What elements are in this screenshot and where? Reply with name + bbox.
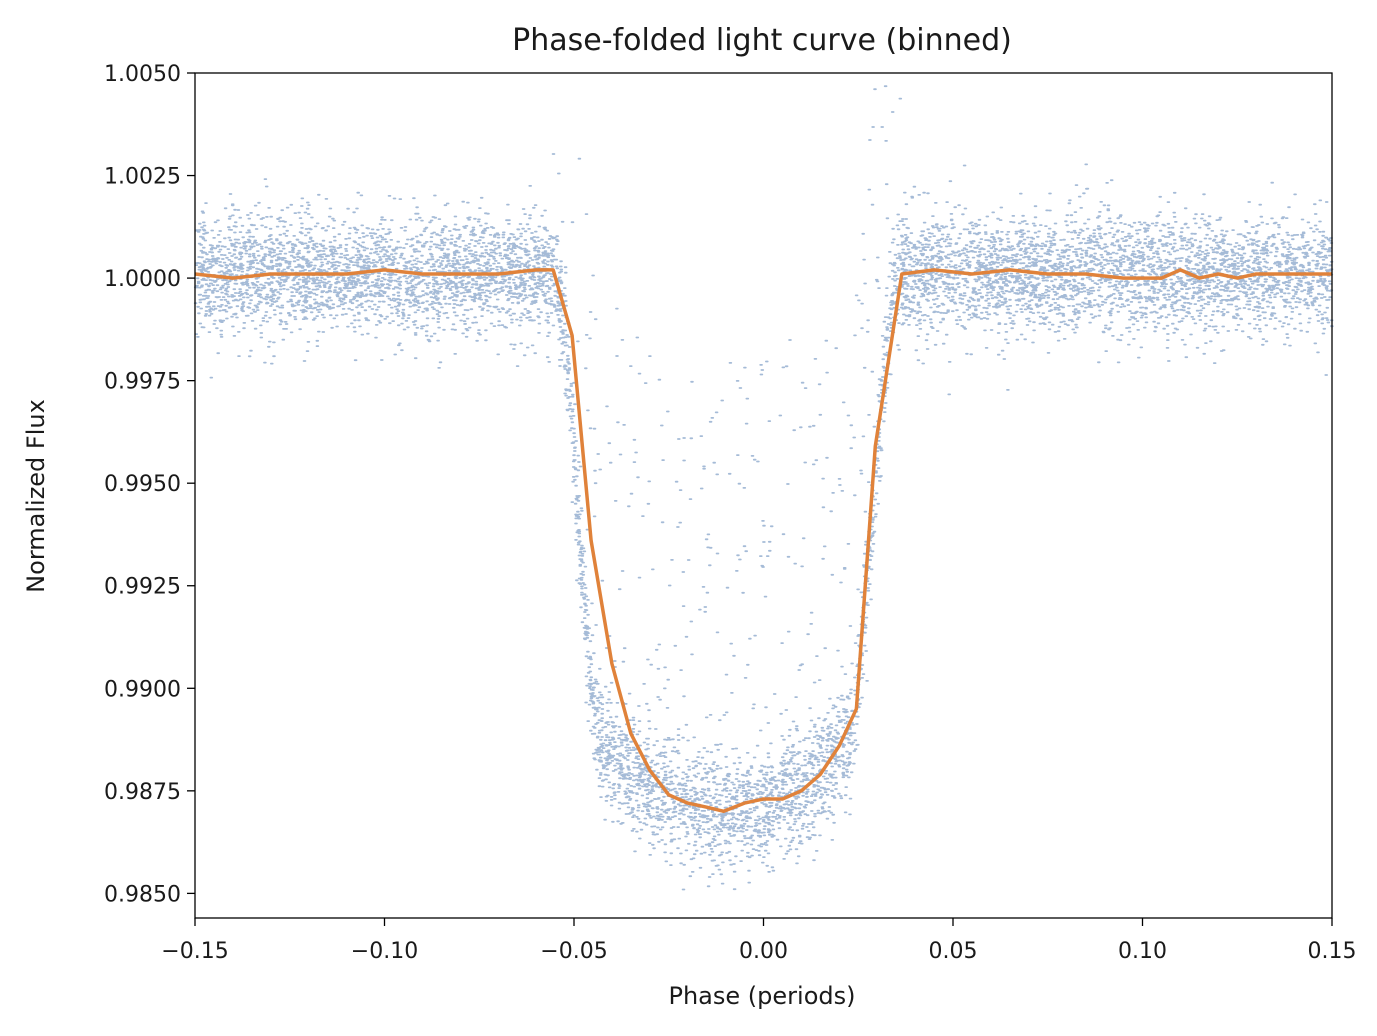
x-tick-label: −0.05: [540, 939, 607, 964]
y-axis: 0.9850 0.9875 0.9900 0.9925 0.9950 0.9975 1.00…: [104, 62, 195, 907]
binned-line-layer: [194, 268, 1332, 814]
x-axis-label: Phase (periods): [669, 982, 856, 1010]
y-tick-label: 1.0025: [104, 165, 181, 190]
scatter-point-cloud: [193, 85, 1334, 891]
x-tick-label: 0.00: [739, 939, 788, 964]
scatter-points: [193, 85, 1334, 891]
y-tick-label: 0.9950: [104, 472, 181, 497]
x-tick-label: −0.15: [161, 939, 228, 964]
y-tick-label: 1.0000: [104, 267, 181, 292]
x-tick-label: −0.10: [351, 939, 418, 964]
y-tick-label: 0.9875: [104, 780, 181, 805]
y-axis-label: Normalized Flux: [22, 399, 50, 593]
plot-frame: [194, 72, 1333, 919]
x-tick-label: 0.10: [1118, 939, 1167, 964]
x-axis: −0.15 −0.10 −0.05 0.00 0.05 0.10 0.15: [161, 918, 1356, 964]
x-tick-label: 0.05: [929, 939, 978, 964]
y-tick-label: 0.9925: [104, 575, 181, 600]
chart-title: Phase-folded light curve (binned): [512, 23, 1012, 58]
y-tick-label: 0.9900: [104, 677, 181, 702]
y-tick-label: 0.9975: [104, 370, 181, 395]
y-tick-label: 0.9850: [104, 882, 181, 907]
binned-flux-line: [194, 268, 1332, 814]
x-tick-label: 0.15: [1308, 939, 1357, 964]
y-tick-label: 1.0050: [104, 62, 181, 87]
